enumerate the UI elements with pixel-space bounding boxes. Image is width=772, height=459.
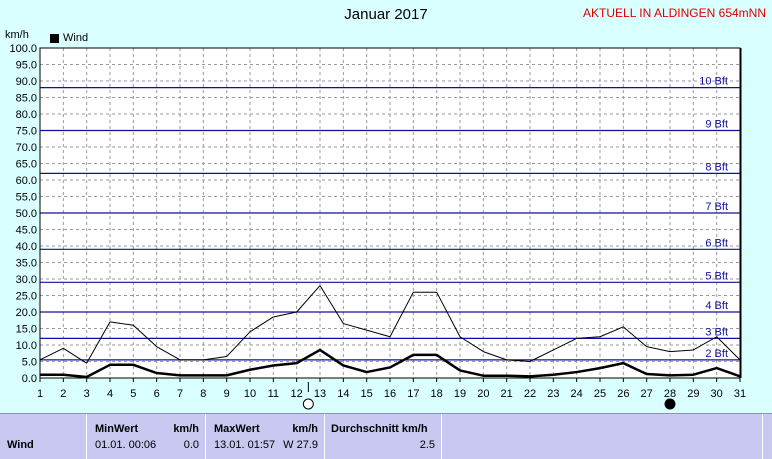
beaufort-label: 6 Bft [705, 237, 728, 249]
moon-phase-markers [302, 382, 676, 410]
stats-min-unit: km/h [173, 423, 199, 435]
x-tick-label: 28 [664, 388, 676, 400]
x-tick-label: 8 [200, 388, 206, 400]
x-tick-label: 21 [501, 388, 513, 400]
station-label: AKTUELL IN ALDINGEN 654mNN [583, 6, 766, 20]
stats-row-label: Wind [7, 439, 34, 451]
y-tick-label: 90.0 [16, 76, 37, 88]
stats-avg-header: Durchschnitt km/h [331, 423, 428, 435]
series-line-wind [40, 348, 741, 379]
chart-title: Januar 2017 [344, 6, 428, 23]
y-tick-label: 35.0 [16, 258, 37, 270]
full-moon-icon [302, 398, 314, 410]
chart-axes [39, 47, 742, 382]
x-tick-label: 25 [594, 388, 606, 400]
y-tick-label: 25.0 [16, 291, 37, 303]
x-tick-label: 2 [60, 388, 66, 400]
stats-max-value: W 27.9 [283, 439, 318, 451]
x-tick-label: 19 [454, 388, 466, 400]
stats-min-value: 0.0 [183, 439, 199, 451]
legend: Wind [50, 32, 88, 44]
stats-avg-cell: Durchschnitt km/h 2.5 [324, 414, 441, 459]
stats-max-unit: km/h [292, 423, 318, 435]
stats-min-cell: MinWert km/h 01.01. 00:06 0.0 [86, 414, 205, 459]
x-tick-label: 1 [37, 388, 43, 400]
x-tick-label: 23 [547, 388, 559, 400]
beaufort-label: 10 Bft [699, 76, 728, 88]
beaufort-label: 5 Bft [705, 270, 728, 282]
y-tick-label: 55.0 [16, 192, 37, 204]
y-tick-label: 75.0 [16, 126, 37, 138]
x-tick-label: 16 [384, 388, 396, 400]
x-tick-label: 6 [154, 388, 160, 400]
x-tick-label: 20 [477, 388, 489, 400]
y-tick-label: 50.0 [16, 208, 37, 220]
beaufort-label: 4 Bft [705, 300, 728, 312]
y-tick-label: 70.0 [16, 142, 37, 154]
x-tick-label: 30 [711, 388, 723, 400]
x-tick-label: 17 [407, 388, 419, 400]
y-tick-label: 20.0 [16, 307, 37, 319]
stats-panel: Wind MinWert km/h 01.01. 00:06 0.0 MaxWe… [0, 413, 772, 459]
beaufort-label: 7 Bft [705, 201, 728, 213]
beaufort-label: 2 Bft [705, 348, 728, 360]
y-tick-label: 60.0 [16, 175, 37, 187]
beaufort-label: 8 Bft [705, 161, 728, 173]
y-unit-label: km/h [5, 29, 29, 41]
stats-max-time: 13.01. 01:57 [214, 439, 276, 451]
x-tick-label: 31 [734, 388, 746, 400]
x-tick-label: 26 [617, 388, 629, 400]
beaufort-label: 3 Bft [705, 326, 728, 338]
y-tick-label: 100.0 [9, 43, 37, 55]
y-tick-label: 30.0 [16, 274, 37, 286]
x-tick-labels: 1 2 3 4 5 6 7 8 9 10 11 12 13 14 15 16 17 18 19 20 21 22 23 24 2… [37, 388, 746, 400]
y-tick-label: 15.0 [16, 324, 37, 336]
y-tick-label: 80.0 [16, 109, 37, 121]
stats-min-time: 01.01. 00:06 [95, 439, 157, 451]
x-tick-label: 13 [314, 388, 326, 400]
y-tick-label: 0.0 [22, 373, 37, 385]
y-tick-label: 5.0 [22, 357, 37, 369]
y-tick-label: 45.0 [16, 225, 37, 237]
x-tick-label: 11 [268, 388, 279, 400]
y-tick-label: 40.0 [16, 241, 37, 253]
y-tick-label: 65.0 [16, 159, 37, 171]
x-tick-label: 18 [431, 388, 443, 400]
series-line-secondary [39, 285, 741, 364]
x-tick-label: 29 [687, 388, 699, 400]
x-tick-label: 5 [130, 388, 136, 400]
stats-max-cell: MaxWert km/h 13.01. 01:57 W 27.9 [205, 414, 324, 459]
stats-min-header: MinWert [95, 423, 139, 435]
y-tick-label: 95.0 [16, 60, 37, 72]
x-tick-label: 9 [224, 388, 230, 400]
stats-max-header: MaxWert [214, 423, 260, 435]
y-tick-label: 85.0 [16, 93, 37, 105]
x-tick-label: 3 [84, 388, 90, 400]
x-tick-label: 14 [337, 388, 349, 400]
y-tick-labels: 0.0 5.0 10.0 15.0 20.0 25.0 30.0 35.0 40.0 45.0 50… [9, 43, 37, 385]
x-tick-label: 27 [641, 388, 653, 400]
legend-label: Wind [63, 32, 89, 44]
x-tick-label: 15 [361, 388, 373, 400]
beaufort-lines: 2 Bft 3 Bft 4 Bft 5 Bft 6 Bft 7 Bft 8 Bft 9 Bft… [40, 76, 740, 361]
beaufort-label: 9 Bft [705, 119, 728, 131]
new-moon-icon [664, 398, 676, 410]
x-tick-label: 24 [571, 388, 583, 400]
x-tick-label: 22 [524, 388, 536, 400]
x-tick-label: 4 [107, 388, 113, 400]
x-tick-label: 12 [291, 388, 303, 400]
x-tick-label: 7 [177, 388, 183, 400]
x-tick-label: 10 [244, 388, 256, 400]
y-tick-label: 10.0 [16, 340, 37, 352]
stats-avg-value: 2.5 [419, 439, 435, 451]
stats-empty-cell [441, 414, 763, 459]
legend-swatch [50, 33, 59, 43]
chart-series [39, 285, 741, 379]
